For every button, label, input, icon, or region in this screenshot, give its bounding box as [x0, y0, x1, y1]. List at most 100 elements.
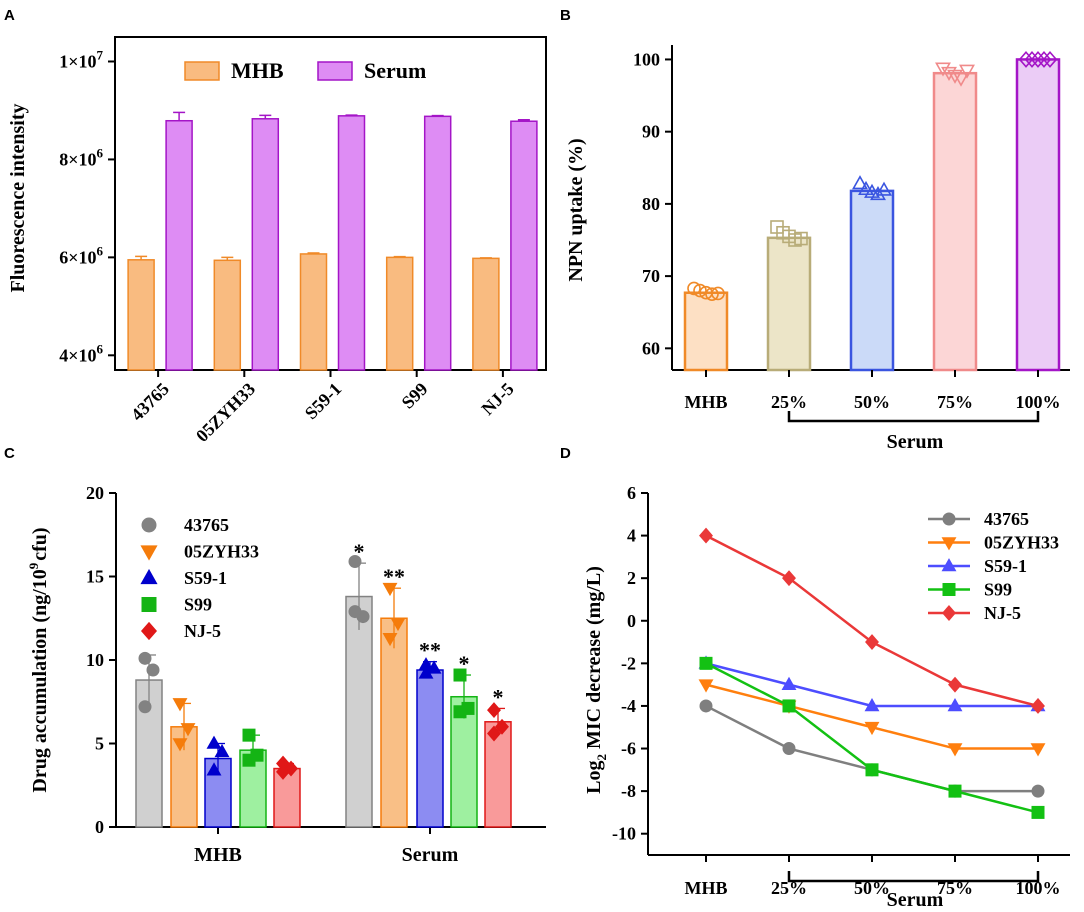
panel-c-point — [348, 605, 362, 619]
panel-d-point — [782, 742, 796, 756]
panel-d-legend-label: NJ-5 — [984, 603, 1021, 623]
panel-b-bar — [766, 236, 812, 372]
panel-b-point — [1018, 51, 1034, 68]
panel-b-point — [794, 231, 808, 246]
panel-b-point — [876, 181, 892, 196]
panel-d-point — [699, 699, 713, 713]
panel-d-legend-marker — [942, 583, 956, 596]
panel-c-point — [214, 743, 230, 758]
panel-d-point — [948, 784, 962, 798]
panel-a-bar — [472, 257, 500, 371]
panel-d-ytick-label: 6 — [627, 483, 636, 503]
panel-b-point — [858, 180, 874, 196]
panel-c-bar — [345, 595, 373, 828]
panel-d-point — [1031, 697, 1045, 714]
panel-c-point — [138, 700, 152, 714]
panel-d-point — [864, 698, 880, 712]
panel-b-point — [1030, 51, 1046, 68]
panel-b-point — [1042, 51, 1058, 68]
panel-c-legend-label: 05ZYH33 — [184, 542, 259, 562]
panel-c-point — [242, 728, 256, 742]
panel-a-xtick-label: S99 — [398, 379, 432, 413]
panel-c-xtick-label: Serum — [402, 844, 459, 866]
panel-d-ytick-label: 4 — [627, 526, 636, 546]
panel-b-bar — [849, 189, 895, 372]
panel-d-ylabel: Log2 MIC decrease (mg/L) — [583, 566, 609, 794]
panel-d-legend-label: 43765 — [984, 509, 1029, 529]
panel-b-ytick-label: 70 — [642, 266, 660, 286]
panel-c-bar — [484, 721, 512, 828]
panel-d-xtick-label: 75% — [937, 878, 973, 898]
panel-c-legend-marker — [141, 517, 157, 533]
panel-a-bar — [165, 119, 193, 371]
panel-d-legend-label: S59-1 — [984, 556, 1027, 576]
panel-c-point — [453, 668, 467, 682]
panel-d-point — [782, 699, 796, 713]
panel-c-legend-label: NJ-5 — [184, 621, 221, 641]
panel-b-bar — [683, 291, 729, 372]
panel-letter-b: B — [560, 7, 571, 24]
panel-d-xtick-label: MHB — [685, 878, 728, 898]
panel-b-point — [959, 64, 975, 79]
panel-d-ytick-label: 0 — [627, 611, 636, 631]
panel-a-xtick-label: 05ZYH33 — [192, 379, 259, 446]
panel-a-legend-swatch — [317, 61, 353, 81]
panel-c-significance: ** — [419, 638, 441, 663]
panel-b-ytick-label: 80 — [642, 194, 660, 214]
panel-b-point — [870, 185, 886, 201]
panel-c-point — [206, 735, 222, 749]
panel-a-ytick-label: 6×106 — [59, 243, 103, 267]
panel-d-legend-label: S99 — [984, 580, 1012, 600]
panel-d-point — [698, 679, 714, 693]
panel-c-bar — [416, 669, 444, 828]
panel-a-bar — [385, 256, 414, 371]
panel-a-bar — [423, 115, 452, 371]
panel-c-legend-label: S59-1 — [184, 568, 227, 588]
panel-c-point — [172, 698, 188, 712]
panel-c-legend-label: 43765 — [184, 515, 229, 535]
panel-c-bar — [273, 767, 301, 828]
panel-d-legend-marker — [941, 537, 957, 551]
panel-c-significance: * — [459, 651, 470, 676]
panel-a-bar — [251, 118, 280, 371]
panel-c-point — [284, 760, 298, 777]
panel-c-significance: ** — [383, 564, 405, 589]
panel-d-xtick-label: 50% — [854, 878, 890, 898]
panel-d-point — [781, 676, 797, 690]
panel-b-point — [1024, 51, 1040, 68]
panel-a-xtick-label: NJ-5 — [477, 379, 517, 419]
panel-b-point — [953, 72, 969, 87]
panel-d-xtick-label: 100% — [1016, 878, 1061, 898]
panel-a-legend-swatch — [184, 61, 220, 81]
panel-a-ytick-label: 1×107 — [59, 47, 103, 71]
panel-c-point — [138, 651, 152, 665]
panel-c-legend-marker — [140, 621, 158, 641]
panel-b-ytick-label: 60 — [642, 338, 660, 358]
panel-c-point — [146, 663, 160, 677]
panel-c-point — [172, 738, 188, 752]
panel-a-ytick-label: 4×106 — [59, 341, 103, 365]
panel-d-point — [699, 527, 713, 544]
panel-b-xtick-label: 75% — [937, 392, 973, 412]
panel-d-ytick-label: 2 — [627, 568, 636, 588]
panel-d-ytick-label: -4 — [621, 696, 636, 716]
panel-b-ytick-label: 100 — [633, 49, 660, 69]
panel-a-xtick-label: S59-1 — [301, 379, 346, 424]
panel-d-point — [865, 763, 879, 777]
panel-c-ytick-label: 20 — [86, 483, 104, 503]
panel-b-point — [941, 66, 957, 81]
panel-c-point — [453, 705, 467, 719]
panel-d-serum-bracket — [787, 871, 1040, 883]
panel-c-legend-label: S99 — [184, 595, 212, 615]
panel-b-point — [852, 175, 868, 190]
panel-b-ytick-label: 90 — [642, 122, 660, 142]
panel-c-point — [487, 702, 501, 719]
panel-d-serum-label: Serum — [887, 889, 944, 911]
panel-a-bar — [510, 120, 538, 371]
panel-c-point — [206, 762, 222, 776]
panel-d-ytick-label: -6 — [621, 739, 636, 759]
panel-a-bar — [299, 253, 328, 371]
panel-b-serum-bracket — [787, 411, 1040, 423]
panel-a-bar — [213, 259, 242, 371]
